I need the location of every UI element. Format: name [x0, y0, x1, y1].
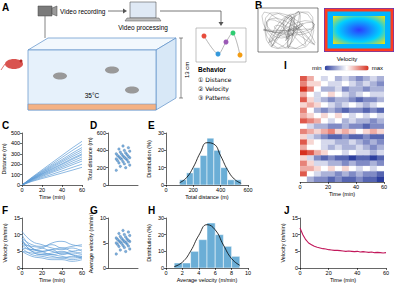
svg-text:10: 10 [14, 232, 20, 238]
svg-text:Distribution (%): Distribution (%) [146, 224, 152, 262]
svg-text:40: 40 [354, 270, 360, 276]
svg-text:Distance (m): Distance (m) [1, 143, 7, 174]
svg-text:35°C: 35°C [85, 92, 100, 99]
svg-text:Behavior: Behavior [198, 66, 226, 73]
svg-text:400: 400 [11, 140, 20, 146]
svg-text:0: 0 [160, 265, 164, 271]
svg-text:Video processing: Video processing [118, 24, 168, 32]
svg-text:8: 8 [230, 270, 233, 276]
svg-text:100: 100 [11, 172, 20, 178]
svg-text:H: H [148, 205, 155, 216]
svg-text:Time (min): Time (min) [39, 277, 65, 283]
svg-text:20: 20 [325, 184, 331, 190]
svg-text:40: 40 [59, 187, 65, 193]
svg-text:Time (min): Time (min) [329, 191, 355, 197]
svg-text:Distribution (%): Distribution (%) [146, 140, 152, 178]
svg-text:0: 0 [17, 182, 21, 188]
svg-text:0: 0 [103, 265, 106, 271]
svg-text:600: 600 [243, 187, 252, 193]
svg-text:I: I [284, 60, 287, 71]
svg-text:Total distance (m): Total distance (m) [185, 194, 229, 200]
svg-text:① Distance: ① Distance [198, 76, 232, 83]
svg-text:Time (min): Time (min) [39, 194, 65, 200]
svg-text:0: 0 [160, 182, 164, 188]
svg-text:200: 200 [189, 187, 198, 193]
svg-text:60: 60 [381, 184, 387, 190]
svg-text:G: G [90, 204, 98, 216]
svg-text:min: min [312, 65, 322, 71]
svg-text:15: 15 [292, 215, 298, 221]
svg-text:Video recording: Video recording [60, 8, 106, 16]
svg-text:D: D [90, 120, 97, 131]
svg-text:E: E [148, 120, 155, 131]
svg-text:10: 10 [245, 270, 251, 276]
svg-text:200: 200 [11, 161, 20, 167]
svg-text:0: 0 [298, 270, 301, 276]
svg-text:Velocity (m/min): Velocity (m/min) [280, 223, 286, 262]
svg-text:0: 0 [164, 187, 167, 193]
svg-text:10: 10 [100, 215, 106, 221]
svg-text:6: 6 [214, 270, 217, 276]
svg-text:0: 0 [294, 265, 298, 271]
svg-text:2: 2 [181, 270, 184, 276]
svg-text:② Velocity: ② Velocity [198, 85, 229, 93]
svg-text:A: A [2, 2, 9, 13]
svg-text:10: 10 [158, 165, 164, 171]
svg-text:600: 600 [97, 130, 106, 136]
svg-text:Total distance (m): Total distance (m) [87, 137, 93, 181]
svg-text:0: 0 [21, 187, 24, 193]
svg-text:B: B [255, 0, 263, 11]
svg-text:300: 300 [11, 151, 20, 157]
svg-text:max: max [372, 65, 383, 71]
svg-text:0: 0 [20, 270, 23, 276]
svg-text:J: J [284, 205, 290, 216]
svg-text:0: 0 [164, 270, 167, 276]
svg-text:10: 10 [158, 248, 164, 254]
svg-text:200: 200 [97, 165, 106, 171]
svg-text:Average velocity (m/min): Average velocity (m/min) [88, 213, 94, 274]
svg-text:0: 0 [16, 265, 20, 271]
svg-text:30: 30 [158, 130, 164, 136]
svg-text:4: 4 [197, 270, 200, 276]
svg-text:0: 0 [298, 184, 301, 190]
svg-text:③ Patterns: ③ Patterns [198, 94, 230, 101]
svg-text:13 cm: 13 cm [184, 62, 190, 78]
svg-text:F: F [2, 205, 8, 216]
svg-text:60: 60 [383, 270, 389, 276]
svg-text:40: 40 [59, 270, 65, 276]
svg-text:60: 60 [79, 270, 85, 276]
svg-text:400: 400 [97, 147, 106, 153]
svg-text:15: 15 [14, 215, 20, 221]
svg-text:0: 0 [103, 182, 106, 188]
svg-text:20: 20 [39, 187, 45, 193]
svg-text:20: 20 [158, 232, 164, 238]
svg-text:Time (min): Time (min) [330, 277, 356, 283]
svg-text:5: 5 [103, 240, 106, 246]
svg-text:20: 20 [158, 147, 164, 153]
svg-text:20: 20 [39, 270, 45, 276]
svg-text:Velocity (m/min): Velocity (m/min) [2, 223, 8, 262]
svg-text:60: 60 [79, 187, 85, 193]
svg-text:10: 10 [292, 232, 298, 238]
svg-text:500: 500 [11, 130, 20, 136]
svg-text:5: 5 [17, 248, 20, 254]
svg-text:40: 40 [353, 184, 359, 190]
svg-text:Average velocity (m/min): Average velocity (m/min) [177, 277, 238, 283]
svg-text:20: 20 [326, 270, 332, 276]
svg-text:Velocity: Velocity [337, 56, 358, 62]
svg-text:5: 5 [295, 248, 298, 254]
svg-text:400: 400 [216, 187, 225, 193]
svg-text:C: C [2, 120, 9, 131]
svg-text:30: 30 [158, 215, 164, 221]
